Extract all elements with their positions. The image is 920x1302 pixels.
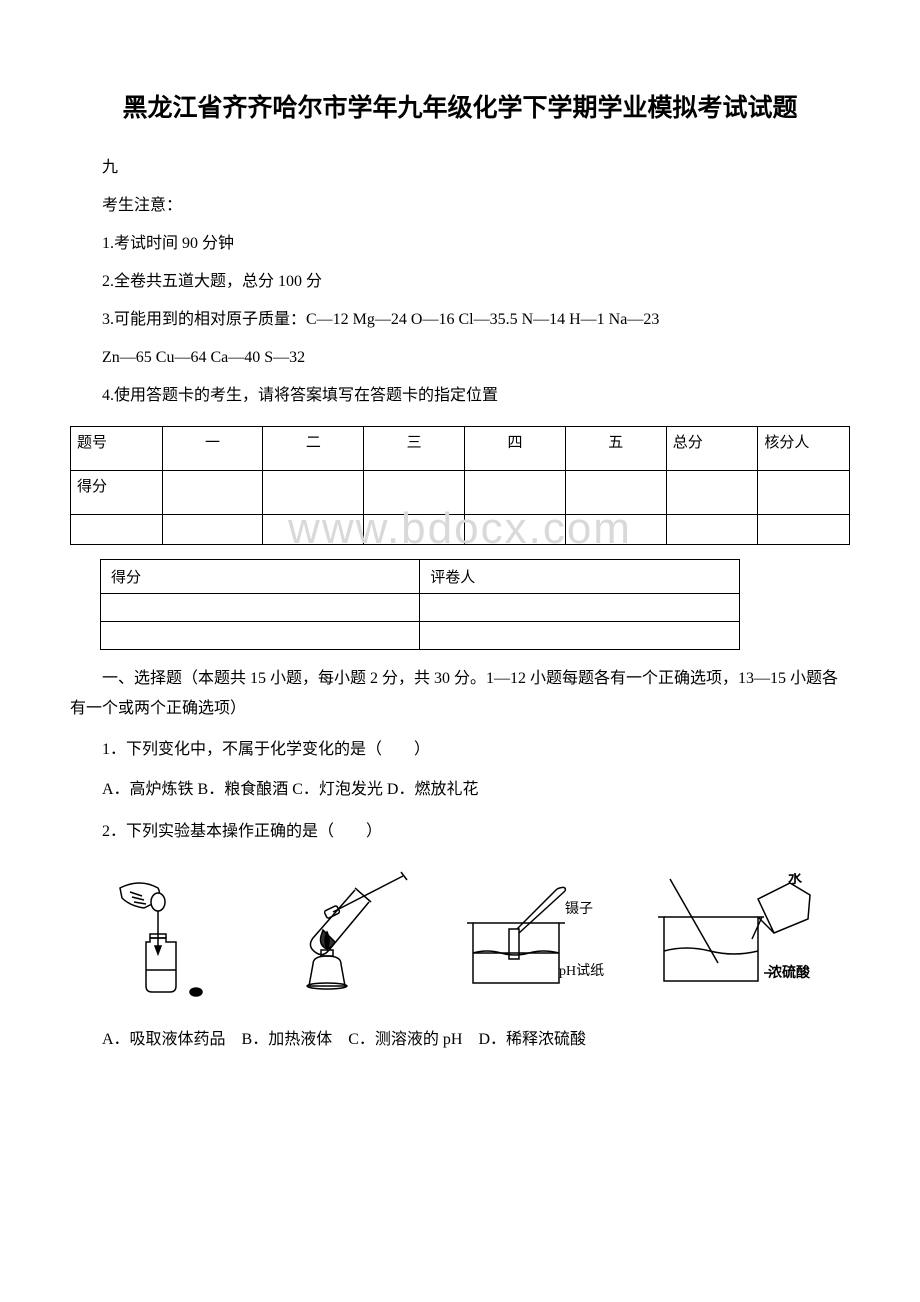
col-header: 二 [306,435,321,451]
diagram-a-icon [100,878,240,998]
page-title: 黑龙江省齐齐哈尔市学年九年级化学下学期学业模拟考试试题 [70,90,850,128]
q2-diagrams: 镊子 pH试纸 水 浓硫酸 [70,856,850,1004]
question-1: 1．下列变化中，不属于化学变化的是（ ） [70,734,850,766]
note-4: 4.使用答题卡的考生，请将答案填写在答题卡的指定位置 [70,380,850,412]
diagram-c: 镊子 pH试纸 [447,883,617,998]
note-3: 3.可能用到的相对原子质量：C—12 Mg—24 O—16 Cl—35.5 N—… [70,304,850,336]
water-label: 水 [788,873,803,887]
col-header: 五 [608,435,623,451]
acid-label: 浓硫酸 [768,964,811,981]
col-header: 三 [407,435,422,451]
diagram-c-icon: 镊子 pH试纸 [447,883,617,993]
ph-label: pH试纸 [559,963,604,979]
note-3b: Zn—65 Cu—64 Ca—40 S—32 [70,342,850,374]
note-1: 1.考试时间 90 分钟 [70,228,850,260]
notice-heading: 考生注意： [70,190,850,222]
note-2: 2.全卷共五道大题，总分 100 分 [70,266,850,298]
question-2-options: A．吸取液体药品 B．加热液体 C．测溶液的 pH D．稀释浓硫酸 [70,1024,850,1056]
diagram-d: 水 浓硫酸 [640,873,830,998]
diagram-d-icon: 水 浓硫酸 [640,873,830,993]
question-2: 2．下列实验基本操作正确的是（ ） [70,816,850,848]
small-table-score-label: 得分 [111,570,141,586]
col-header: 总分 [673,435,703,451]
grade-line: 九 [70,152,850,184]
diagram-b-icon [263,868,423,998]
score-table: 题号 一 二 三 四 五 总分 核分人 得分 [70,426,850,545]
grader-table: 得分 评卷人 [100,559,740,650]
small-table-grader-label: 评卷人 [430,570,475,586]
question-1-options: A．高炉炼铁 B．粮食酿酒 C．灯泡发光 D．燃放礼花 [70,774,850,806]
col-header: 四 [507,435,522,451]
section-1-title: 一、选择题（本题共 15 小题，每小题 2 分，共 30 分。1—12 小题每题… [70,664,850,725]
col-header: 一 [205,435,220,451]
col-header: 题号 [77,435,107,451]
row-label: 得分 [77,479,107,495]
col-header: 核分人 [764,435,809,451]
tweezers-label: 镊子 [565,901,593,917]
